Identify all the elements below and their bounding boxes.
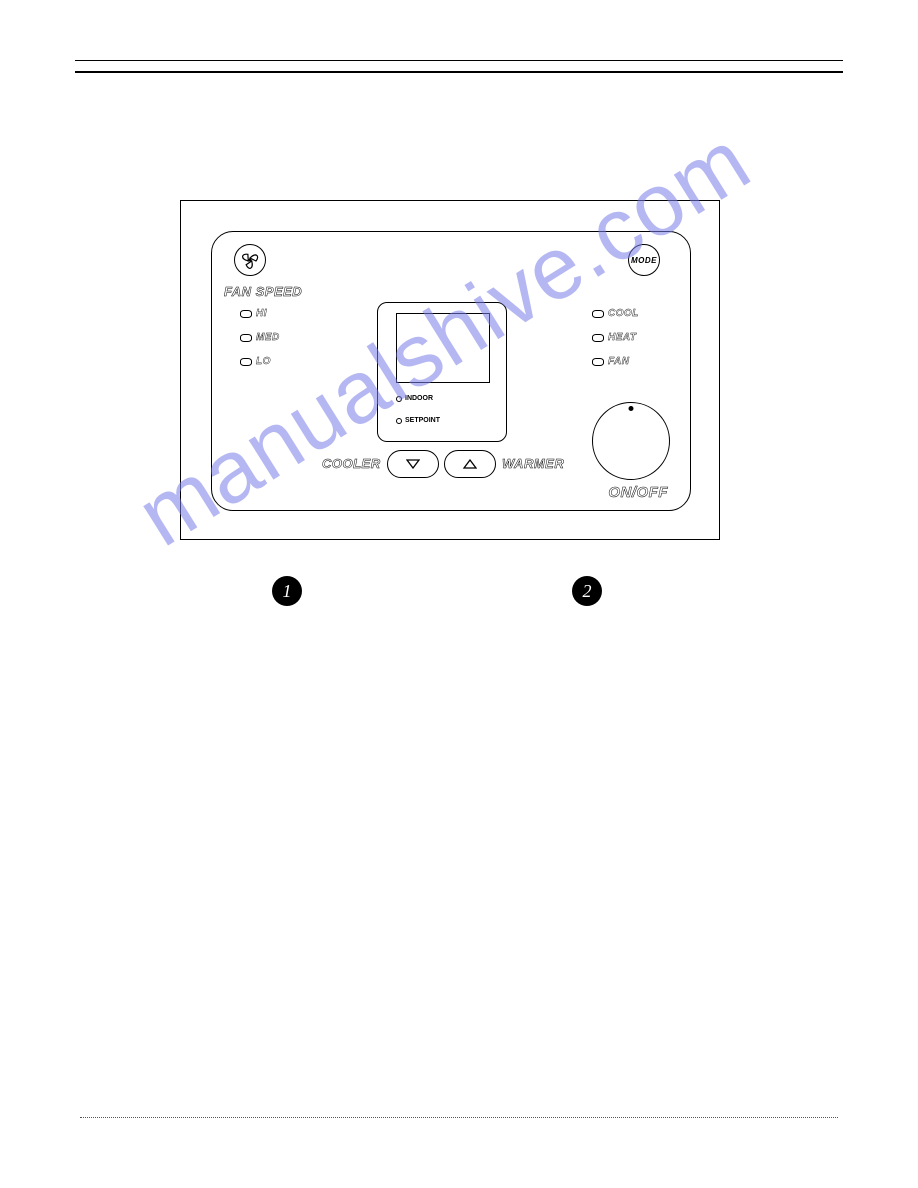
panel-frame: MODE FAN SPEED HI MED LO COOL HEAT FAN xyxy=(180,200,720,540)
setpoint-indicator: SETPOINT xyxy=(396,417,440,424)
display-screen xyxy=(396,313,490,383)
led-row-heat: HEAT xyxy=(592,332,636,343)
control-panel: MODE FAN SPEED HI MED LO COOL HEAT FAN xyxy=(211,231,691,511)
header-rule-thick xyxy=(75,71,843,73)
led-label-fan: FAN xyxy=(608,356,630,367)
header-area xyxy=(75,60,843,73)
led-label-heat: HEAT xyxy=(608,332,636,343)
setpoint-label: SETPOINT xyxy=(405,417,440,424)
warmer-label: WARMER xyxy=(502,456,564,471)
led-row-med: MED xyxy=(240,332,280,343)
fan-icon xyxy=(234,244,266,276)
chevron-up-icon xyxy=(463,459,477,469)
led-indicator xyxy=(592,334,604,342)
callout-2-text: 2 xyxy=(583,581,592,602)
led-label-med: MED xyxy=(256,332,280,343)
chevron-down-icon xyxy=(406,459,420,469)
led-label-cool: COOL xyxy=(608,308,639,319)
led-indicator xyxy=(240,310,252,318)
cooler-button xyxy=(387,450,439,478)
small-led xyxy=(396,396,402,402)
knob-dot xyxy=(629,406,634,411)
led-row-hi: HI xyxy=(240,308,267,319)
led-indicator xyxy=(240,358,252,366)
led-indicator xyxy=(592,310,604,318)
mode-button: MODE xyxy=(628,244,660,276)
led-indicator xyxy=(592,358,604,366)
callout-2: 2 xyxy=(572,576,602,606)
mode-label: MODE xyxy=(631,256,657,265)
onoff-knob xyxy=(592,402,670,480)
callout-1: 1 xyxy=(272,576,302,606)
footer-dotted-rule xyxy=(80,1117,838,1118)
led-row-fan: FAN xyxy=(592,356,630,367)
fan-speed-label: FAN SPEED xyxy=(224,284,302,299)
indoor-indicator: INDOOR xyxy=(396,395,433,402)
display-box: INDOOR SETPOINT xyxy=(377,302,507,442)
warmer-button xyxy=(444,450,496,478)
led-row-lo: LO xyxy=(240,356,271,367)
led-row-cool: COOL xyxy=(592,308,639,319)
onoff-label: ON/OFF xyxy=(608,484,668,501)
led-indicator xyxy=(240,334,252,342)
indoor-label: INDOOR xyxy=(405,395,433,402)
small-led xyxy=(396,418,402,424)
cooler-label: COOLER xyxy=(322,456,381,471)
led-label-hi: HI xyxy=(256,308,267,319)
led-label-lo: LO xyxy=(256,356,271,367)
callout-1-text: 1 xyxy=(283,581,292,602)
